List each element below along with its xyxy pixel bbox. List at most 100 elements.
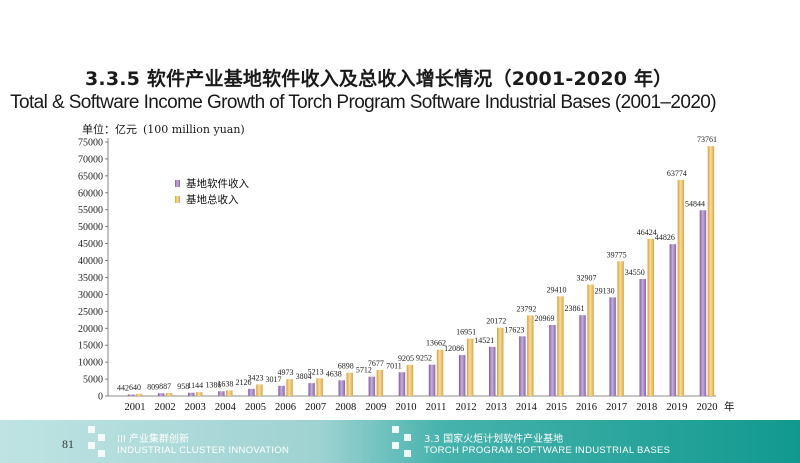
software-income-value-label: 12086 <box>444 344 464 353</box>
software-income-bar <box>609 297 616 396</box>
x-tick-label: 2020 <box>696 402 717 413</box>
software-income-bar <box>519 336 526 396</box>
x-tick-label: 2009 <box>365 402 386 413</box>
footer-section-right-cn: 3.3 国家火炬计划软件产业基地 <box>424 434 564 445</box>
x-tick-label: 2007 <box>305 402 326 413</box>
footer-band <box>0 420 800 463</box>
software-income-bar <box>398 372 406 396</box>
total-income-value-label: 3423 <box>247 373 263 382</box>
y-tick-label: 75000 <box>78 138 103 149</box>
y-tick-label: 20000 <box>78 324 103 335</box>
software-income-value-label: 442 <box>117 384 129 393</box>
unit-label-en: (100 million yuan) <box>143 123 245 136</box>
legend-swatch-software <box>175 180 180 187</box>
total-income-bar <box>587 284 594 396</box>
total-income-bar <box>196 392 203 396</box>
total-income-bar <box>527 315 534 396</box>
total-income-value-label: 5213 <box>308 367 324 376</box>
software-income-bar <box>579 315 586 396</box>
software-income-value-label: 9252 <box>416 354 432 363</box>
software-income-bar <box>699 210 707 396</box>
total-income-bar <box>286 379 293 396</box>
footer-pattern-right <box>392 426 418 457</box>
software-income-bar <box>368 376 376 396</box>
footer-pattern-left <box>88 426 110 457</box>
total-income-value-label: 1638 <box>217 379 233 388</box>
x-tick-label: 2008 <box>335 402 356 413</box>
total-income-value-label: 4973 <box>278 368 294 377</box>
software-income-bar <box>338 380 345 396</box>
x-tick-label: 2002 <box>155 402 176 413</box>
chart-title-en: Total & Software Income Growth of Torch … <box>10 92 716 113</box>
total-income-value-label: 29410 <box>546 285 566 294</box>
software-income-value-label: 14521 <box>474 336 494 345</box>
y-tick-label: 60000 <box>78 188 103 199</box>
legend-label-software: 基地软件收入 <box>186 177 249 190</box>
x-tick-label: 2003 <box>185 402 206 413</box>
software-income-value-label: 4638 <box>326 369 342 378</box>
footer-section-left-en: INDUSTRIAL CLUSTER INNOVATION <box>117 445 290 456</box>
total-income-value-label: 9205 <box>398 354 414 363</box>
footer-section-right-en: TORCH PROGRAM SOFTWARE INDUSTRIAL BASES <box>424 445 671 456</box>
total-income-value-label: 20172 <box>486 317 506 326</box>
x-tick-label: 2012 <box>456 402 477 413</box>
total-income-bar <box>436 349 444 396</box>
x-tick-label: 2010 <box>395 402 416 413</box>
software-income-value-label: 54844 <box>685 199 705 208</box>
page-number: 81 <box>62 437 74 451</box>
y-tick-label: 35000 <box>78 273 103 284</box>
x-tick-label: 2001 <box>125 402 146 413</box>
y-tick-label: 65000 <box>78 171 103 182</box>
x-tick-label: 2019 <box>666 402 687 413</box>
software-income-bar <box>308 383 315 396</box>
total-income-bar <box>617 261 624 396</box>
software-income-bar <box>127 394 135 396</box>
chart-title-cn: 3.3.5 软件产业基地软件收入及总收入增长情况（2001-2020 年） <box>85 68 673 90</box>
total-income-value-label: 640 <box>129 383 141 392</box>
software-income-bar <box>218 391 225 396</box>
software-income-bar <box>428 364 436 396</box>
total-income-value-label: 46424 <box>637 228 657 237</box>
total-income-value-label: 1144 <box>187 381 203 390</box>
y-tick-label: 70000 <box>78 154 103 165</box>
software-income-value-label: 7011 <box>386 361 402 370</box>
total-income-bar <box>466 338 474 396</box>
software-income-bar <box>669 244 677 396</box>
total-income-bar <box>707 146 715 396</box>
total-income-bar <box>165 392 173 396</box>
software-income-value-label: 29130 <box>595 286 615 295</box>
total-income-bar <box>346 372 353 396</box>
software-income-value-label: 1386 <box>205 380 221 389</box>
total-income-bar <box>316 378 323 396</box>
total-income-bar <box>647 238 654 396</box>
total-income-bar <box>677 180 685 396</box>
y-tick-label: 5000 <box>83 375 103 386</box>
y-tick-label: 50000 <box>78 222 103 233</box>
unit-label-cn: 单位：亿元 <box>82 123 137 136</box>
total-income-value-label: 63774 <box>667 169 687 178</box>
software-income-value-label: 44826 <box>655 233 675 242</box>
total-income-value-label: 23792 <box>516 304 536 313</box>
software-income-bar <box>489 346 496 396</box>
y-tick-label: 0 <box>98 392 103 403</box>
software-income-value-label: 20969 <box>534 314 554 323</box>
y-tick-label: 30000 <box>78 290 103 301</box>
x-tick-label: 2017 <box>606 402 627 413</box>
y-tick-label: 15000 <box>78 341 103 352</box>
software-income-bar <box>248 388 255 396</box>
software-income-value-label: 3804 <box>296 372 312 381</box>
x-tick-label: 2004 <box>215 402 237 413</box>
y-tick-label: 40000 <box>78 256 103 267</box>
software-income-bar <box>549 324 556 396</box>
x-tick-label: 2018 <box>636 402 657 413</box>
total-income-value-label: 39775 <box>607 250 627 259</box>
total-income-bar <box>376 370 384 396</box>
x-axis-unit-label: 年 <box>724 400 735 413</box>
software-income-value-label: 23861 <box>565 304 585 313</box>
software-income-value-label: 958 <box>177 382 189 391</box>
software-income-bar <box>278 385 285 396</box>
x-tick-label: 2013 <box>486 402 507 413</box>
total-income-bar <box>557 296 564 396</box>
y-tick-label: 25000 <box>78 307 103 318</box>
